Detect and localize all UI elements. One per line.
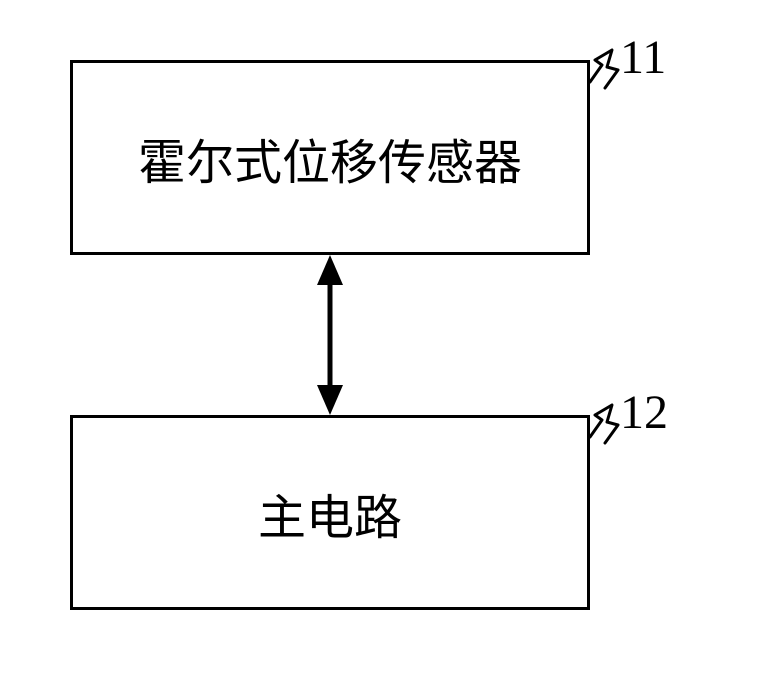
node-sensor-ref: 11 [620,30,666,85]
node-sensor-box: 霍尔式位移传感器 [70,60,590,255]
node-main-circuit-box: 主电路 [70,415,590,610]
node-main-circuit-label: 主电路 [258,478,402,548]
double-arrow-icon [300,255,360,415]
node-sensor-label: 霍尔式位移传感器 [138,123,522,193]
node-main-circuit-ref: 12 [620,385,668,440]
